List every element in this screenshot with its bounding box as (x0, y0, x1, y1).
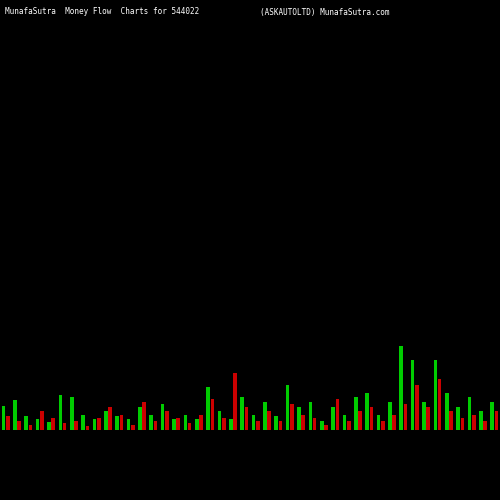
Bar (81, 415, 85, 430)
Bar (460, 418, 464, 430)
Bar (199, 415, 203, 430)
Bar (392, 415, 396, 430)
Bar (218, 411, 222, 430)
Bar (97, 418, 100, 430)
Bar (104, 411, 108, 430)
Bar (347, 420, 350, 430)
Bar (240, 398, 244, 430)
Bar (449, 411, 453, 430)
Bar (256, 420, 260, 430)
Bar (28, 424, 32, 430)
Bar (302, 415, 305, 430)
Bar (165, 411, 169, 430)
Text: (ASKAUTOLTD) MunafaSutra.com: (ASKAUTOLTD) MunafaSutra.com (260, 8, 390, 16)
Bar (358, 411, 362, 430)
Bar (6, 416, 10, 430)
Bar (400, 346, 403, 430)
Bar (490, 402, 494, 430)
Bar (24, 416, 28, 430)
Bar (404, 404, 407, 430)
Bar (131, 424, 134, 430)
Text: MunafaSutra  Money Flow  Charts for 544022: MunafaSutra Money Flow Charts for 544022 (5, 8, 199, 16)
Bar (268, 411, 271, 430)
Bar (161, 404, 164, 430)
Bar (176, 418, 180, 430)
Bar (184, 415, 187, 430)
Bar (438, 378, 442, 430)
Bar (74, 420, 78, 430)
Bar (222, 418, 226, 430)
Bar (456, 407, 460, 430)
Bar (320, 420, 324, 430)
Bar (229, 419, 232, 430)
Bar (434, 360, 437, 430)
Bar (472, 415, 476, 430)
Bar (36, 419, 40, 430)
Bar (52, 418, 55, 430)
Bar (138, 407, 141, 430)
Bar (252, 415, 256, 430)
Bar (445, 394, 448, 430)
Bar (376, 415, 380, 430)
Bar (422, 402, 426, 430)
Bar (278, 420, 282, 430)
Bar (354, 398, 358, 430)
Bar (70, 398, 73, 430)
Bar (313, 418, 316, 430)
Bar (58, 395, 62, 430)
Bar (13, 400, 16, 430)
Bar (210, 399, 214, 430)
Bar (415, 386, 419, 430)
Bar (108, 407, 112, 430)
Bar (150, 415, 153, 430)
Bar (479, 411, 482, 430)
Bar (426, 407, 430, 430)
Bar (290, 404, 294, 430)
Bar (63, 423, 66, 430)
Bar (18, 420, 21, 430)
Bar (126, 419, 130, 430)
Bar (244, 407, 248, 430)
Bar (366, 394, 369, 430)
Bar (188, 423, 192, 430)
Bar (308, 402, 312, 430)
Bar (381, 420, 384, 430)
Bar (116, 416, 119, 430)
Bar (195, 419, 198, 430)
Bar (331, 407, 335, 430)
Bar (336, 399, 339, 430)
Bar (206, 386, 210, 430)
Bar (142, 402, 146, 430)
Bar (494, 411, 498, 430)
Bar (484, 420, 487, 430)
Bar (297, 407, 301, 430)
Bar (92, 419, 96, 430)
Bar (154, 420, 158, 430)
Bar (2, 406, 6, 430)
Bar (370, 407, 374, 430)
Bar (263, 402, 266, 430)
Bar (324, 424, 328, 430)
Bar (274, 416, 278, 430)
Bar (120, 415, 124, 430)
Bar (40, 411, 44, 430)
Bar (234, 373, 237, 430)
Bar (388, 402, 392, 430)
Bar (286, 386, 290, 430)
Bar (411, 360, 414, 430)
Bar (172, 419, 176, 430)
Bar (47, 422, 51, 430)
Bar (342, 415, 346, 430)
Bar (86, 426, 89, 430)
Bar (468, 398, 471, 430)
